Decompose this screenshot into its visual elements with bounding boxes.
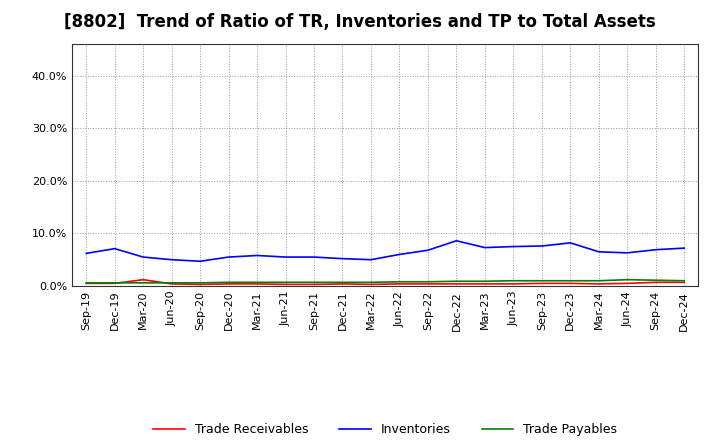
Trade Receivables — [423, 281, 432, 286]
Inventories — [537, 243, 546, 249]
Inventories — [623, 250, 631, 256]
Trade Payables — [480, 279, 489, 284]
Inventories — [423, 248, 432, 253]
Inventories — [595, 249, 603, 254]
Trade Payables — [509, 278, 518, 283]
Trade Receivables — [652, 280, 660, 285]
Inventories — [225, 254, 233, 260]
Inventories — [480, 245, 489, 250]
Trade Receivables — [509, 281, 518, 286]
Trade Payables — [452, 279, 461, 284]
Trade Receivables — [395, 281, 404, 286]
Text: [8802]  Trend of Ratio of TR, Inventories and TP to Total Assets: [8802] Trend of Ratio of TR, Inventories… — [64, 13, 656, 31]
Trade Payables — [423, 279, 432, 284]
Trade Payables — [652, 278, 660, 283]
Trade Receivables — [537, 281, 546, 286]
Trade Receivables — [366, 282, 375, 287]
Inventories — [310, 254, 318, 260]
Trade Payables — [566, 278, 575, 283]
Trade Payables — [167, 280, 176, 286]
Inventories — [338, 256, 347, 261]
Inventories — [139, 254, 148, 260]
Inventories — [282, 254, 290, 260]
Trade Receivables — [139, 277, 148, 282]
Inventories — [167, 257, 176, 262]
Trade Payables — [395, 279, 404, 284]
Trade Payables — [366, 280, 375, 285]
Inventories — [110, 246, 119, 251]
Inventories — [452, 238, 461, 243]
Inventories — [680, 246, 688, 251]
Trade Payables — [595, 278, 603, 283]
Inventories — [652, 247, 660, 253]
Inventories — [566, 240, 575, 246]
Line: Trade Payables: Trade Payables — [86, 280, 684, 283]
Trade Receivables — [253, 281, 261, 286]
Trade Payables — [253, 280, 261, 285]
Trade Receivables — [480, 281, 489, 286]
Trade Receivables — [310, 282, 318, 287]
Trade Receivables — [167, 281, 176, 286]
Line: Trade Receivables: Trade Receivables — [86, 280, 684, 284]
Trade Payables — [537, 278, 546, 283]
Trade Receivables — [338, 281, 347, 286]
Line: Inventories: Inventories — [86, 241, 684, 261]
Trade Payables — [310, 280, 318, 285]
Trade Payables — [139, 280, 148, 286]
Inventories — [196, 259, 204, 264]
Trade Payables — [196, 280, 204, 286]
Trade Payables — [623, 277, 631, 282]
Inventories — [395, 252, 404, 257]
Trade Payables — [82, 280, 91, 286]
Trade Receivables — [282, 282, 290, 287]
Trade Payables — [680, 278, 688, 283]
Inventories — [366, 257, 375, 262]
Trade Receivables — [225, 281, 233, 286]
Trade Receivables — [595, 281, 603, 286]
Trade Payables — [282, 280, 290, 285]
Trade Receivables — [680, 280, 688, 285]
Trade Payables — [110, 280, 119, 286]
Inventories — [253, 253, 261, 258]
Trade Payables — [338, 280, 347, 285]
Trade Receivables — [196, 282, 204, 287]
Trade Receivables — [110, 281, 119, 286]
Legend: Trade Receivables, Inventories, Trade Payables: Trade Receivables, Inventories, Trade Pa… — [148, 418, 622, 440]
Trade Receivables — [452, 281, 461, 286]
Trade Receivables — [566, 281, 575, 286]
Inventories — [82, 251, 91, 256]
Inventories — [509, 244, 518, 249]
Trade Payables — [225, 280, 233, 285]
Trade Receivables — [623, 281, 631, 286]
Trade Receivables — [82, 281, 91, 286]
